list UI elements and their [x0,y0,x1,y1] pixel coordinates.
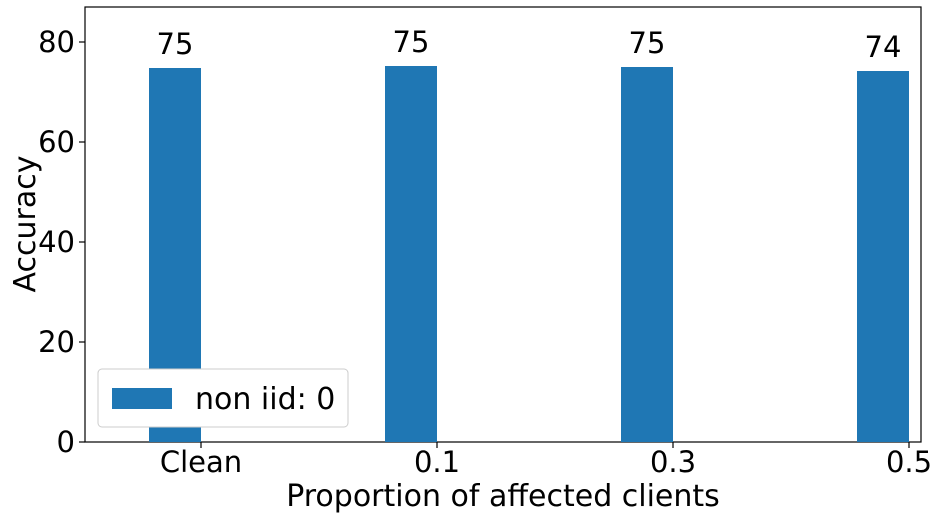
y-tick-label: 40 [38,225,75,259]
x-axis-label: Proportion of affected clients [286,479,720,514]
bar-value-label: 74 [865,30,902,64]
y-axis-label: Accuracy [8,156,43,293]
y-tick-label: 60 [38,125,75,159]
bar-value-label: 75 [393,25,430,59]
x-tick-label: Clean [160,445,242,479]
bar [385,66,437,442]
y-tick-label: 0 [57,425,75,459]
x-axis: Clean 0.1 0.3 0.5 [160,442,932,479]
bar-value-label: 75 [157,27,194,61]
plot-area-frame [84,6,922,443]
x-tick-label: 0.1 [414,445,460,479]
x-tick-label: 0.5 [886,445,932,479]
legend-swatch [112,388,172,409]
y-tick-label: 20 [38,325,75,359]
legend-label: non iid: 0 [195,382,335,417]
bar-value-label: 75 [629,26,666,60]
y-tick-label: 80 [38,25,75,59]
y-axis: 0 20 40 60 80 [38,25,85,459]
data-labels-group: 75 75 75 74 [157,25,902,64]
x-tick-label: 0.3 [650,445,696,479]
bar [621,67,673,442]
legend-frame [97,368,349,428]
legend: non iid: 0 [97,368,349,428]
bar [857,71,909,442]
